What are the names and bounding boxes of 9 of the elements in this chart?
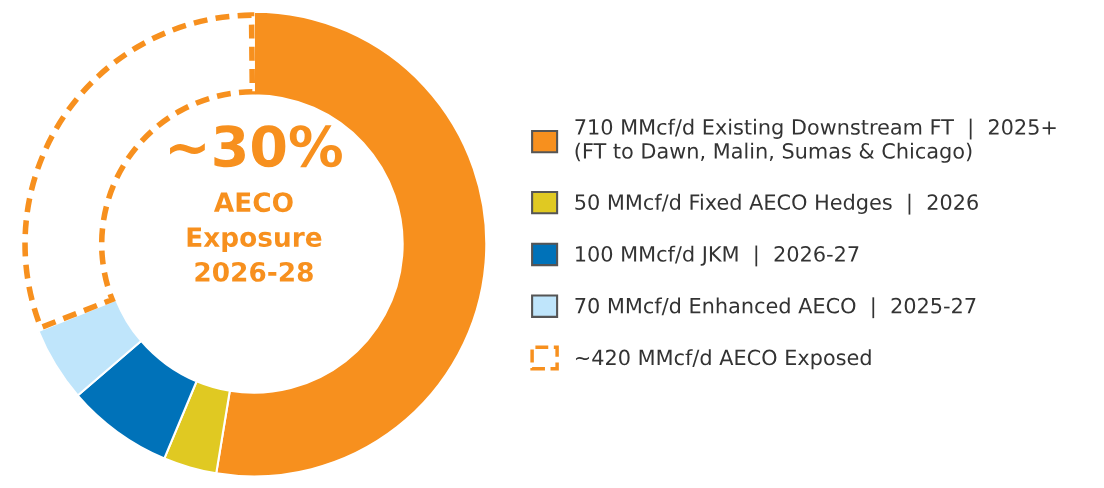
legend-label: ~420 MMcf/d AECO Exposed bbox=[575, 349, 871, 370]
legend-label: 100 MMcf/d JKM | 2026-27 bbox=[576, 245, 859, 267]
text: ~30% bbox=[170, 125, 342, 168]
legend-label: 710 MMcf/d Existing Downstream FT | 2025+ (FT to Dawn, Malin, Sumas & Chicago) bbox=[575, 118, 1056, 163]
text: Exposure bbox=[187, 227, 322, 253]
legend-label: 50 MMcf/d Fixed AECO Hedges | 2026 bbox=[575, 193, 978, 215]
legend-label: 70 MMcf/d Enhanced AECO | 2025-27 bbox=[575, 297, 976, 319]
text: AECO bbox=[213, 192, 293, 213]
text: 2026-28 bbox=[195, 261, 313, 282]
